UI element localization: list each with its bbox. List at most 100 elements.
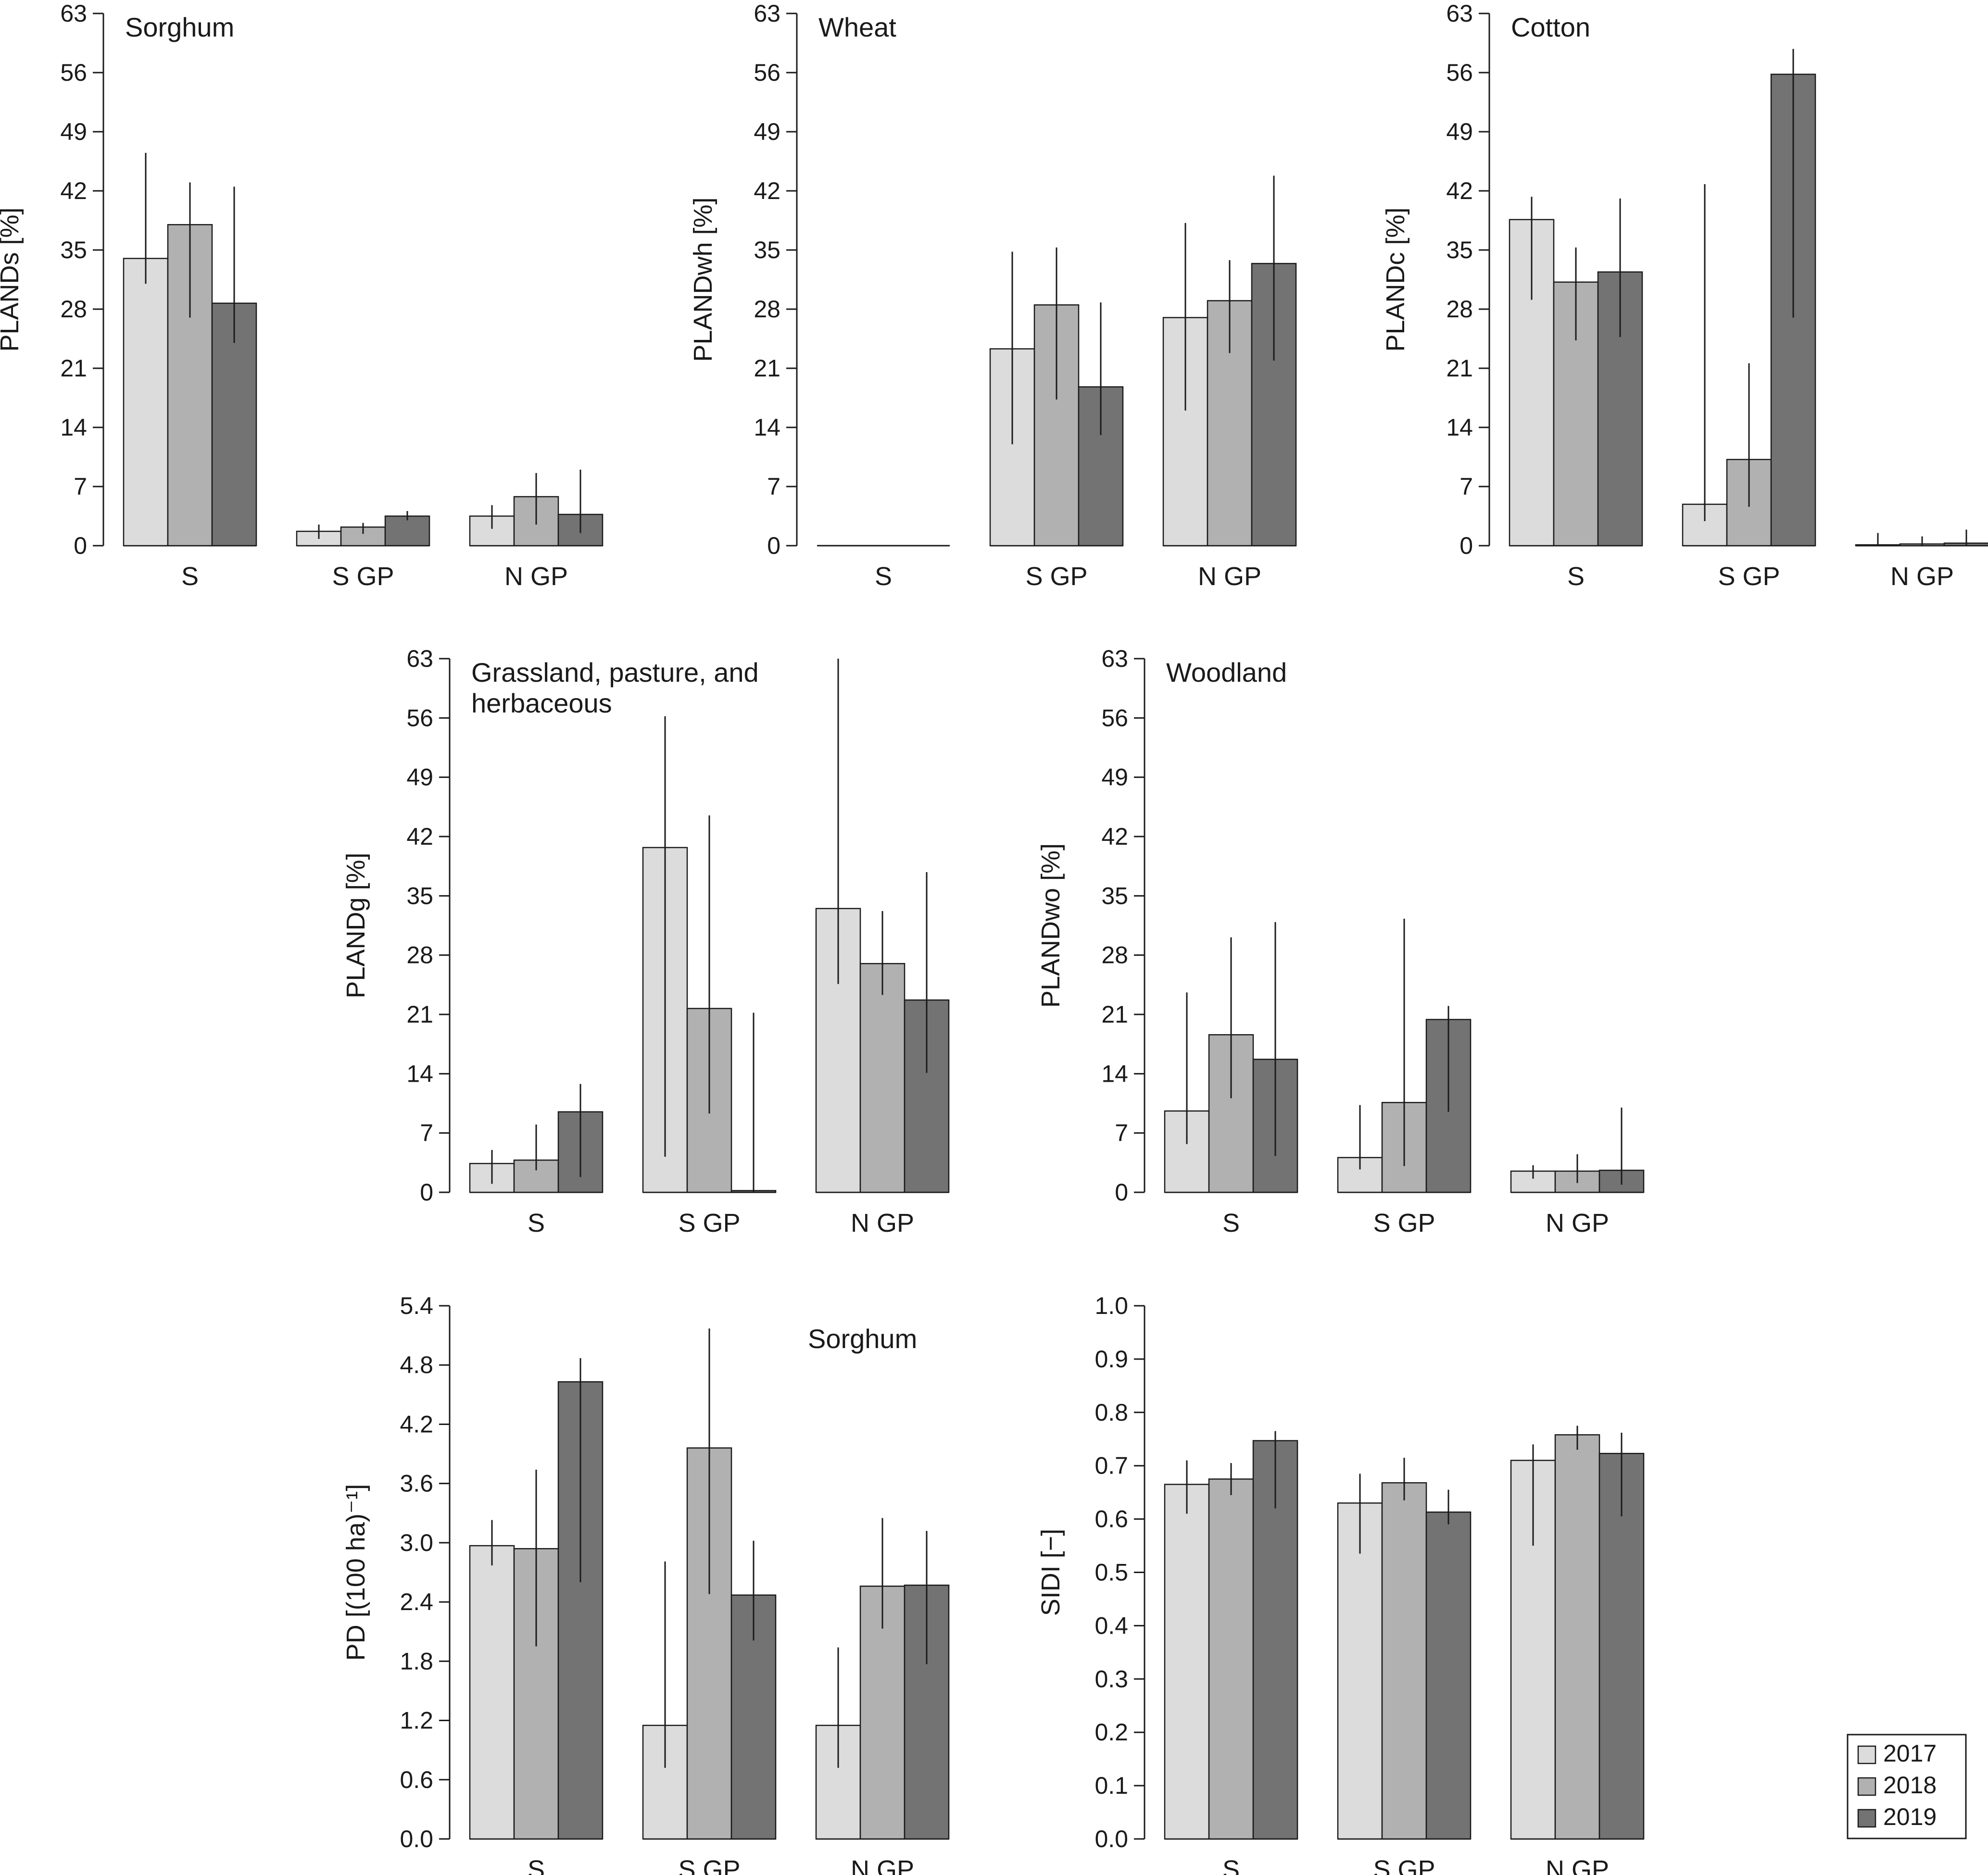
y-axis-label: PLANDwh [%]: [689, 197, 717, 362]
y-tick-label: 0: [1115, 1179, 1128, 1206]
panel-title: Wheat: [818, 12, 896, 42]
y-tick-label: 0.8: [1095, 1399, 1128, 1426]
y-tick-label: 14: [60, 414, 87, 441]
category-label-s-gp: S GP: [1373, 1209, 1435, 1238]
bar-s-2018: [1208, 1478, 1254, 1840]
y-tick-label: 0: [767, 532, 780, 559]
bar-s-gp-2019: [384, 515, 430, 547]
category-label-s-gp: S GP: [332, 562, 394, 591]
category-label-n-gp: N GP: [504, 562, 568, 591]
category-label-s-gp: S GP: [1718, 562, 1780, 591]
y-tick-label: 0.6: [400, 1766, 433, 1793]
y-tick-label: 0.1: [1095, 1772, 1128, 1799]
category-label-n-gp: N GP: [1546, 1855, 1609, 1875]
y-tick-label: 0.0: [1095, 1825, 1128, 1852]
y-tick-label: 7: [1460, 473, 1473, 500]
y-tick-label: 0.2: [1095, 1719, 1128, 1746]
y-tick-label: 0: [1460, 532, 1473, 559]
y-tick-label: 0.0: [400, 1825, 433, 1852]
y-tick-label: 28: [1101, 942, 1128, 969]
legend-label-2017: 2017: [1883, 1740, 1937, 1767]
category-label-s-gp: S GP: [678, 1209, 740, 1238]
panel-sorghum-patch-density: 0.0 0.6 1.2 1.8 2.4 3.0 3.6 4.2 4.8 5.4 PD [(100 h…: [341, 1292, 950, 1875]
y-tick-label: 21: [60, 355, 87, 382]
y-tick-label: 0.9: [1095, 1346, 1128, 1373]
y-tick-label: 49: [1446, 118, 1473, 145]
panel-wheat-planDwh: 0 7 14 21 28 35 42 49 56 63 PLANDwh [%] Wheat S S GP N…: [689, 0, 1297, 591]
y-tick-label: 0: [420, 1179, 433, 1206]
y-tick-label: 0.4: [1095, 1612, 1128, 1639]
legend: 2017 2018 2019: [1847, 1734, 1967, 1839]
y-tick-label: 0.5: [1095, 1559, 1128, 1586]
y-tick-label: 56: [1446, 59, 1473, 86]
bar-n-gp-2018: [859, 963, 906, 1193]
category-label-s: S: [181, 562, 199, 591]
bar-n-gp-2019: [904, 1584, 950, 1840]
y-tick-label: 63: [754, 0, 780, 27]
category-label-s: S: [1222, 1209, 1240, 1238]
y-tick-label: 21: [1446, 355, 1473, 382]
y-tick-label: 4.8: [400, 1351, 433, 1378]
bar-s-gp-2018: [1381, 1482, 1427, 1840]
y-tick-label: 63: [1446, 0, 1473, 27]
legend-label-2019: 2019: [1883, 1803, 1937, 1830]
bar-n-gp-2019: [1598, 1452, 1645, 1840]
y-tick-label: 49: [406, 764, 433, 791]
y-tick-label: 7: [74, 473, 87, 500]
y-tick-label: 0.6: [1095, 1506, 1128, 1533]
legend-swatch-2019: [1857, 1809, 1876, 1828]
panel-title: Sorghum: [808, 1324, 917, 1354]
category-label-n-gp: N GP: [851, 1855, 914, 1875]
panel-title: Sorghum: [125, 12, 234, 42]
category-label-s-gp: S GP: [678, 1855, 740, 1875]
y-tick-label: 1.0: [1095, 1292, 1128, 1319]
y-tick-label: 35: [406, 882, 433, 909]
y-tick-label: 0: [74, 532, 87, 559]
bar-s-2017: [123, 258, 169, 547]
y-tick-label: 4.2: [400, 1411, 433, 1438]
category-label-s: S: [1222, 1855, 1240, 1875]
y-tick-label: 3.0: [400, 1529, 433, 1556]
y-tick-label: 35: [754, 237, 780, 263]
panel-title: herbaceous: [471, 688, 612, 718]
category-label-s: S: [1567, 562, 1585, 591]
y-tick-label: 35: [1446, 237, 1473, 263]
category-label-s-gp: S GP: [1025, 562, 1087, 591]
y-tick-label: 56: [60, 59, 87, 86]
bar-s-2017: [1164, 1484, 1210, 1840]
y-tick-label: 14: [1446, 414, 1473, 441]
legend-swatch-2017: [1857, 1745, 1876, 1764]
category-label-s: S: [528, 1209, 545, 1238]
category-label-s: S: [875, 562, 892, 591]
y-tick-label: 42: [1446, 177, 1473, 204]
y-tick-label: 28: [1446, 296, 1473, 323]
y-tick-label: 14: [406, 1060, 433, 1087]
panel-grassland-planDg: 0 7 14 21 28 35 42 49 56 63 PLANDg [%] Grassland, p…: [341, 645, 950, 1238]
y-axis-label: PLANDs [%]: [0, 207, 24, 351]
y-tick-label: 56: [1101, 704, 1128, 731]
y-tick-label: 35: [1101, 882, 1128, 909]
y-tick-label: 21: [1101, 1001, 1128, 1028]
y-tick-label: 56: [754, 59, 780, 86]
y-axis-label: PD [(100 ha)⁻¹]: [341, 1484, 370, 1661]
panel-sidi: 0.0 0.1 0.2 0.3 0.4 0.5 0.6 0.7 0.8 0.9 1.0 SIDI [−…: [1036, 1292, 1645, 1875]
category-label-s: S: [528, 1855, 545, 1875]
y-tick-label: 49: [60, 118, 87, 145]
y-tick-label: 5.4: [400, 1292, 433, 1319]
panel-sorghum-planDs: 0 7 14 21 28 35 42 49 56 63 PLANDs [%] Sorghum S S GP…: [0, 0, 604, 591]
y-tick-label: 63: [60, 0, 87, 27]
y-tick-label: 63: [1101, 645, 1128, 672]
y-tick-label: 49: [1101, 764, 1128, 791]
panel-title: Cotton: [1511, 12, 1590, 42]
bar-n-gp-2018: [1554, 1434, 1600, 1840]
y-tick-label: 63: [406, 645, 433, 672]
y-tick-label: 2.4: [400, 1588, 433, 1615]
y-axis-label: PLANDc [%]: [1381, 207, 1410, 351]
y-tick-label: 7: [1115, 1120, 1128, 1147]
y-axis-label: PLANDg [%]: [341, 852, 370, 998]
category-label-n-gp: N GP: [1198, 562, 1261, 591]
y-tick-label: 42: [1101, 823, 1128, 850]
legend-label-2018: 2018: [1883, 1772, 1937, 1799]
y-tick-label: 3.6: [400, 1470, 433, 1497]
